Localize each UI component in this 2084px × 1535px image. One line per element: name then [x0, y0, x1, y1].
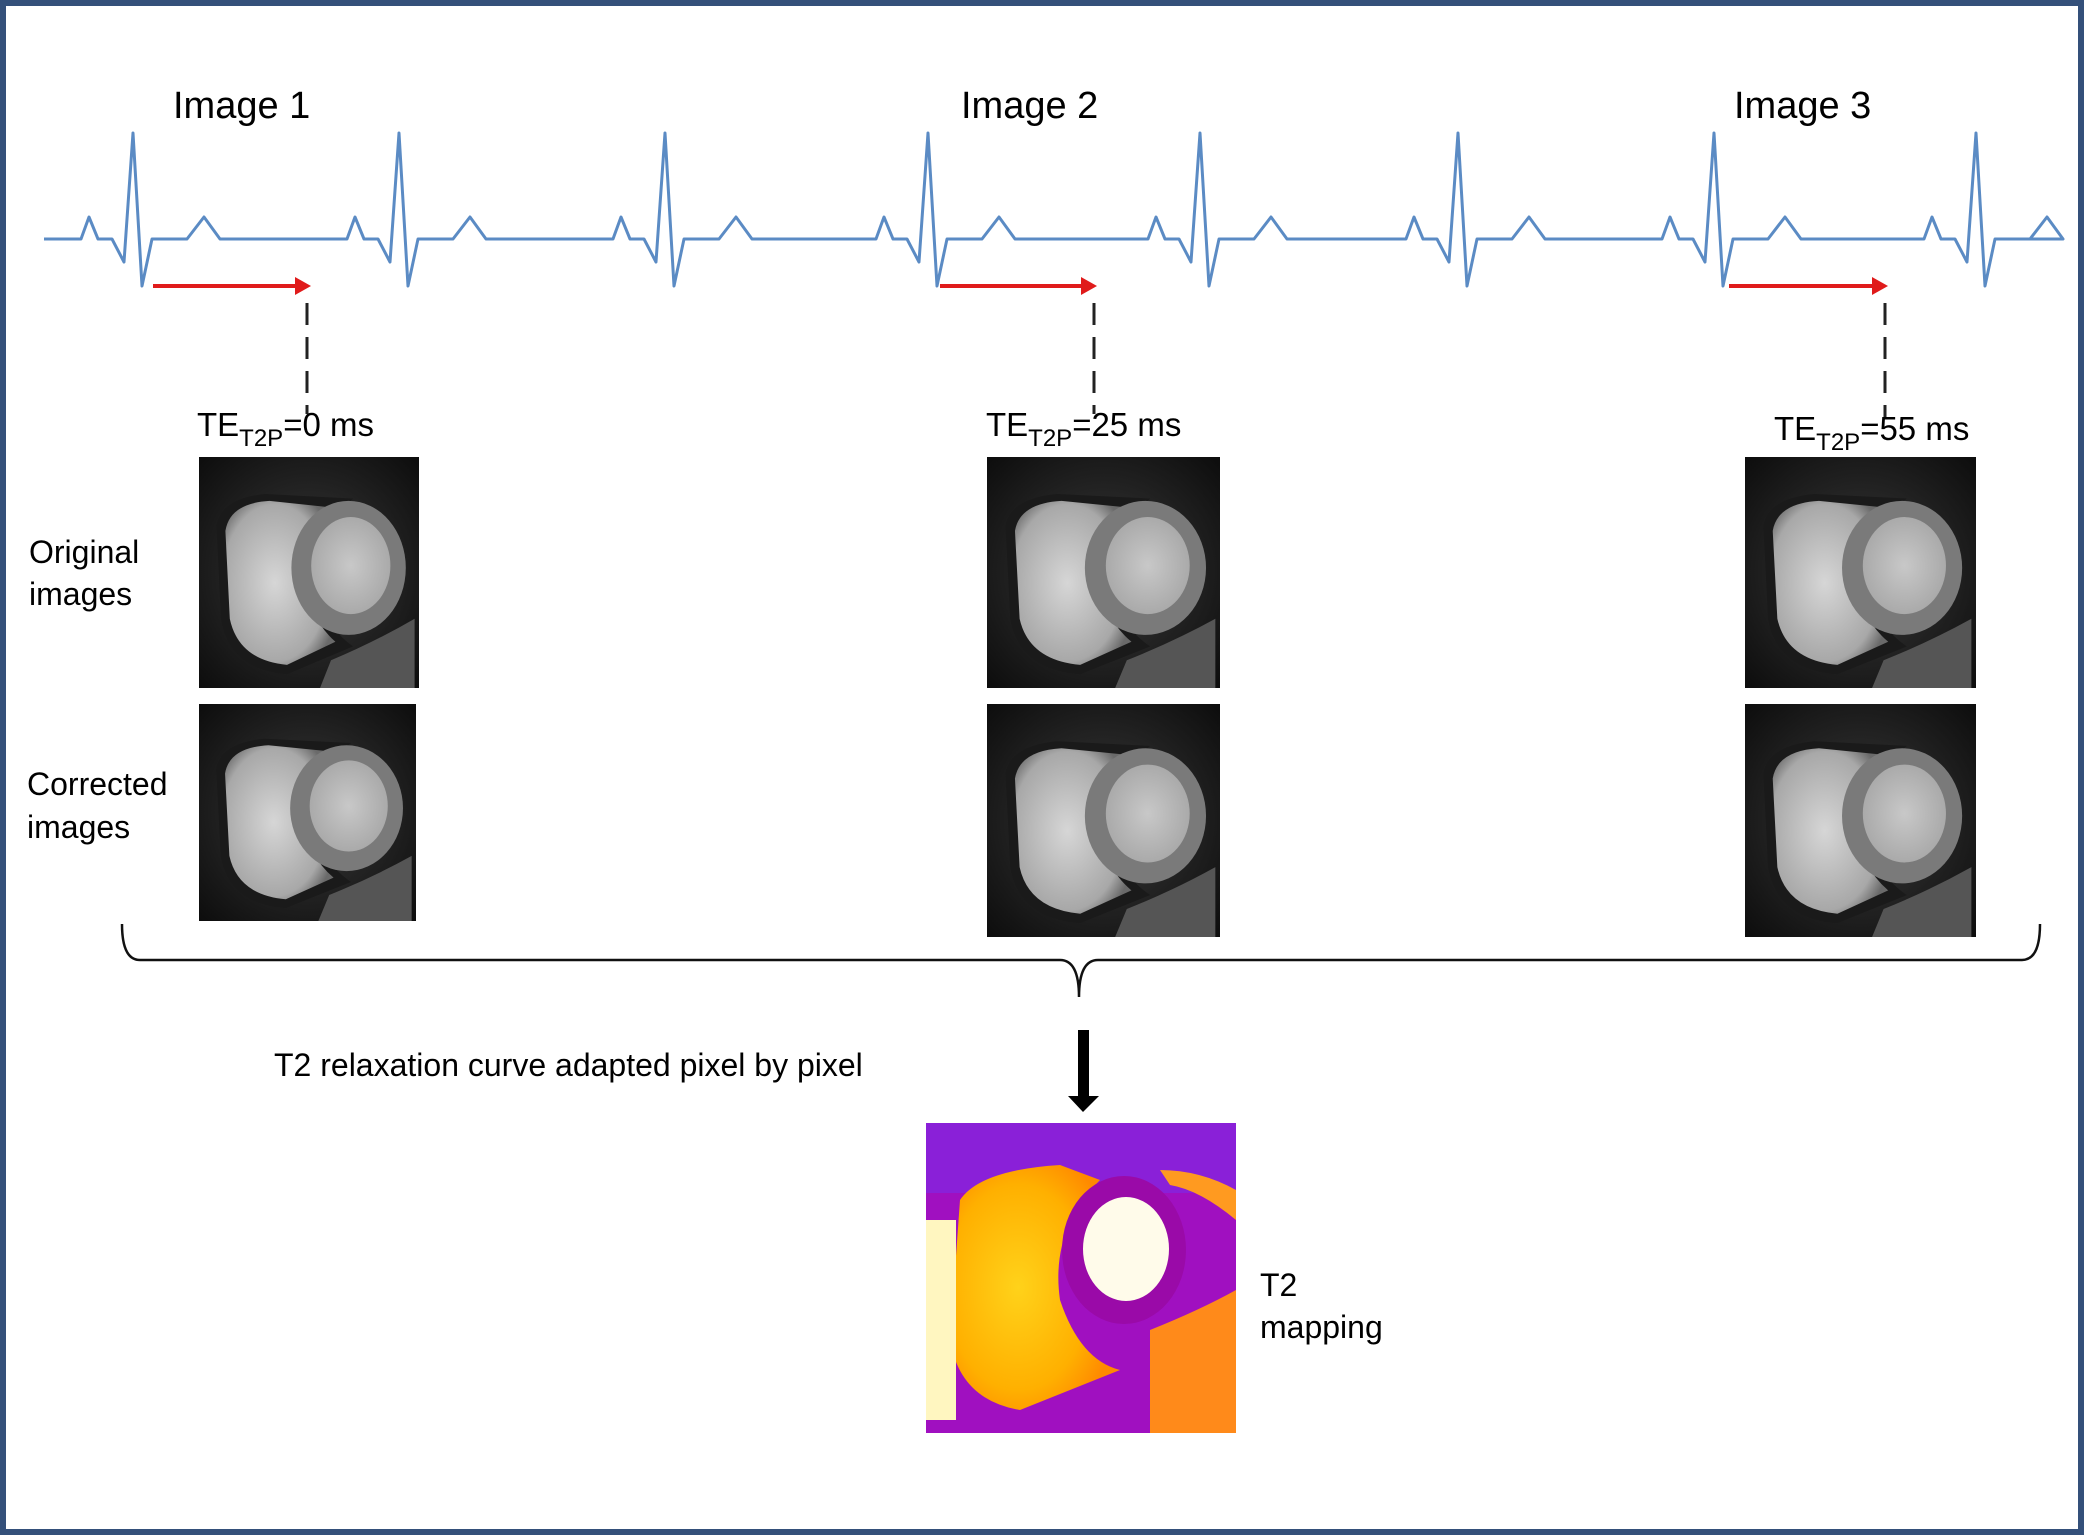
t2-mapping-label: T2 mapping [1260, 1267, 1383, 1345]
te-label-2: TET2P=25 ms [986, 406, 1181, 452]
image-2-label: Image 2 [961, 85, 1098, 127]
delay-arrows [153, 277, 1888, 295]
original-image-2 [987, 457, 1220, 688]
ecg-trace [44, 131, 2065, 288]
corrected-image-1 [199, 704, 416, 921]
image-1-label: Image 1 [173, 85, 310, 127]
corrected-image-3 [1745, 704, 1976, 937]
process-description: T2 relaxation curve adapted pixel by pix… [274, 1047, 863, 1083]
dashed-connectors [305, 303, 1887, 418]
red-arrowhead-icon [1081, 277, 1097, 295]
red-arrowhead-icon [1872, 277, 1888, 295]
image-3-label: Image 3 [1734, 85, 1871, 127]
original-image-1 [199, 457, 419, 688]
te-label-3: TET2P=55 ms [1774, 410, 1969, 456]
original-image-3 [1745, 457, 1976, 688]
original-images-label: Original images [29, 534, 148, 612]
corrected-image-2 [987, 704, 1220, 937]
corrected-images-label: Corrected images [27, 766, 176, 845]
te-label-1: TET2P=0 ms [197, 406, 374, 452]
t2-map-image [926, 1123, 1236, 1433]
grouping-brace [120, 923, 2042, 998]
red-arrowhead-icon [295, 277, 311, 295]
down-arrow-icon [1068, 1030, 1099, 1112]
